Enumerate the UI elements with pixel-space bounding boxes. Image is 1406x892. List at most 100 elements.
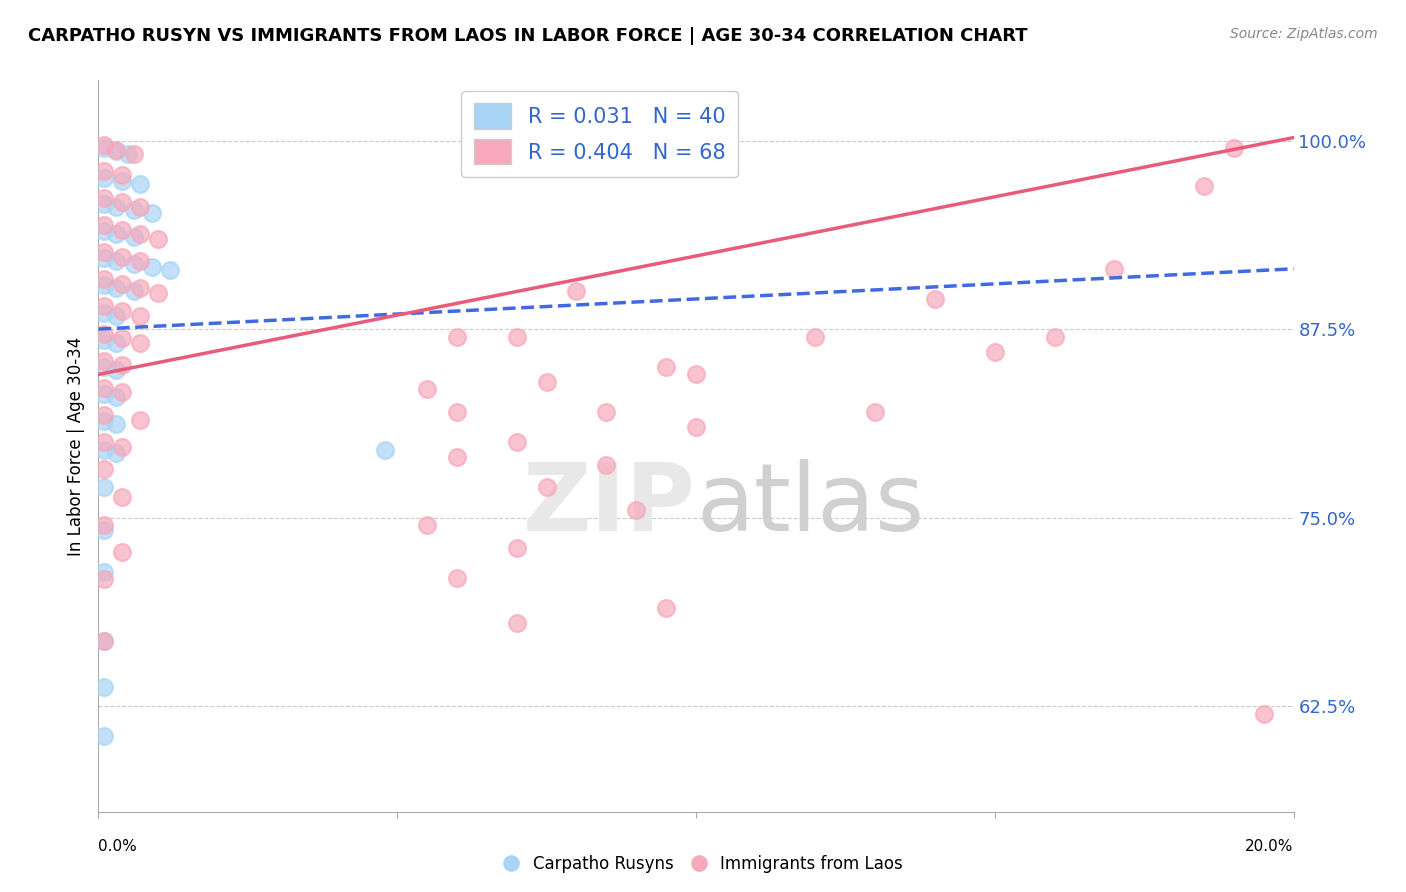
Point [105, 227, 128, 241]
Point [111, 277, 134, 291]
Point [93, 272, 115, 286]
Point [111, 440, 134, 454]
Point [536, 480, 558, 494]
Point [148, 285, 170, 300]
Point [93, 435, 115, 450]
Point [626, 503, 648, 517]
Point [105, 446, 128, 460]
Point [93, 191, 115, 205]
Point [159, 263, 181, 277]
Point [506, 616, 529, 631]
Text: 20.0%: 20.0% [1246, 838, 1294, 854]
Point [93, 333, 115, 347]
Point [105, 390, 128, 404]
Text: CARPATHO RUSYN VS IMMIGRANTS FROM LAOS IN LABOR FORCE | AGE 30-34 CORRELATION CH: CARPATHO RUSYN VS IMMIGRANTS FROM LAOS I… [28, 27, 1028, 45]
Point [506, 435, 529, 450]
Point [93, 138, 115, 153]
Point [129, 335, 152, 350]
Point [93, 634, 115, 648]
Point [105, 143, 128, 157]
Point [111, 545, 134, 559]
Point [93, 305, 115, 319]
Point [446, 450, 468, 465]
Text: 0.0%: 0.0% [98, 838, 138, 854]
Text: atlas: atlas [696, 458, 924, 550]
Point [111, 331, 134, 345]
Point [446, 571, 468, 585]
Text: Source: ZipAtlas.com: Source: ZipAtlas.com [1230, 27, 1378, 41]
Point [105, 281, 128, 295]
Point [93, 300, 115, 314]
Point [93, 326, 115, 341]
Point [1192, 178, 1215, 193]
Point [129, 281, 152, 295]
Point [93, 278, 115, 293]
Point [105, 200, 128, 214]
Point [105, 144, 128, 158]
Point [111, 169, 134, 183]
Point [105, 417, 128, 431]
Point [374, 442, 396, 457]
Point [117, 147, 139, 161]
Point [93, 573, 115, 587]
Point [105, 309, 128, 323]
Point [93, 729, 115, 743]
Point [105, 335, 128, 350]
Point [93, 252, 115, 266]
Point [416, 518, 439, 533]
Point [111, 222, 134, 236]
Point [93, 224, 115, 238]
Point [93, 218, 115, 232]
Point [93, 414, 115, 428]
Point [93, 245, 115, 260]
Point [655, 601, 678, 615]
Point [93, 634, 115, 648]
Point [506, 329, 529, 343]
Point [685, 420, 707, 434]
Point [129, 254, 152, 268]
Point [93, 197, 115, 211]
Point [105, 363, 128, 377]
Y-axis label: In Labor Force | Age 30-34: In Labor Force | Age 30-34 [66, 336, 84, 556]
Point [124, 230, 146, 244]
Point [93, 680, 115, 694]
Point [93, 359, 115, 374]
Point [93, 480, 115, 494]
Point [111, 385, 134, 400]
Point [536, 375, 558, 389]
Point [93, 381, 115, 395]
Point [129, 412, 152, 426]
Point [141, 260, 163, 275]
Point [1104, 261, 1126, 276]
Point [93, 523, 115, 537]
Point [93, 565, 115, 579]
Point [595, 458, 617, 472]
Point [111, 490, 134, 504]
Point [1043, 329, 1066, 343]
Point [416, 383, 439, 397]
Point [93, 462, 115, 476]
Point [93, 442, 115, 457]
Point [111, 250, 134, 264]
Point [124, 147, 146, 161]
Point [124, 257, 146, 271]
Point [111, 304, 134, 318]
Point [984, 344, 1007, 359]
Point [105, 254, 128, 268]
Point [93, 163, 115, 178]
Point [595, 405, 617, 419]
Point [506, 541, 529, 555]
Point [93, 518, 115, 533]
Point [446, 329, 468, 343]
Point [655, 359, 678, 374]
Point [1223, 141, 1246, 155]
Legend: Carpatho Rusyns, Immigrants from Laos: Carpatho Rusyns, Immigrants from Laos [496, 848, 910, 880]
Point [129, 200, 152, 214]
Point [565, 285, 588, 299]
Point [148, 232, 170, 246]
Point [124, 202, 146, 217]
Point [93, 171, 115, 186]
Point [129, 309, 152, 323]
Point [124, 285, 146, 299]
Point [141, 206, 163, 220]
